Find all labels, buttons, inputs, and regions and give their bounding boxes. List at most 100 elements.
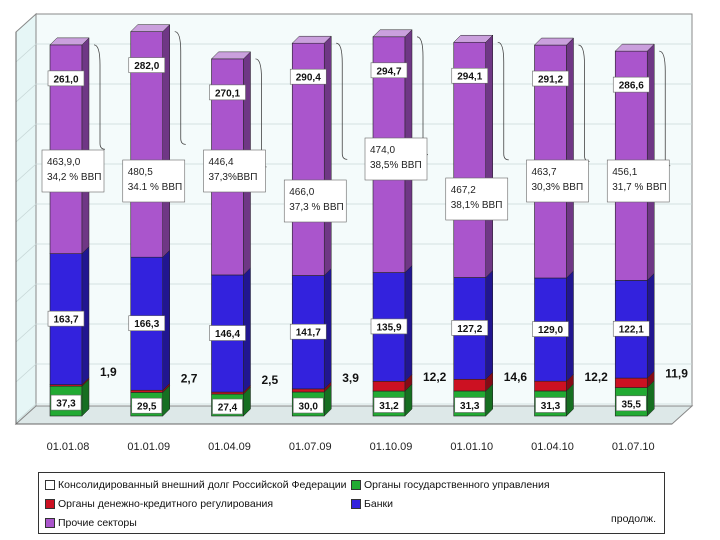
total-box-7 — [606, 159, 670, 203]
label-other-0: 261,0 — [53, 74, 78, 85]
x-tick-label-0: 01.01.08 — [47, 441, 90, 453]
label-banks-0-box — [47, 310, 85, 327]
label-government-6: 31,3 — [541, 401, 561, 412]
label-other-2-box — [209, 84, 246, 101]
bar-top-1 — [130, 24, 171, 32]
x-tick-label-5: 01.01.10 — [450, 441, 493, 453]
gridline-side — [15, 123, 37, 143]
stacked-bar-chart: 01.01.08 37,3 163,7 261,0 1,9 463,9,0 34,2 % В… — [14, 12, 694, 453]
plot-background — [14, 12, 694, 426]
label-banks-4-box — [370, 318, 408, 335]
brace-5 — [497, 41, 509, 161]
legend-label-total: Консолидированный внешний долг Российско… — [58, 479, 347, 491]
label-other-5-box — [451, 67, 489, 84]
bar-top-6 — [533, 37, 575, 46]
legend-label-other: Прочие секторы — [58, 517, 137, 529]
label-banks-5: 127,2 — [457, 324, 482, 335]
total-pct-6: 30,3% ВВП — [532, 182, 584, 193]
legend-swatch-total — [45, 480, 55, 491]
label-government-5-box — [454, 397, 486, 413]
x-tick-label-3: 01.07.09 — [289, 441, 332, 453]
label-other-3: 290,4 — [296, 73, 321, 84]
bar-1-4 — [372, 380, 406, 392]
bar-top-4 — [372, 29, 413, 38]
bar-top-3 — [291, 35, 332, 44]
gridline-side — [15, 203, 37, 223]
legend-item-other: Прочие секторы — [45, 517, 137, 529]
total-box-0 — [41, 149, 105, 193]
label-monetary-4: 12,2 — [423, 370, 447, 384]
gridline-side — [15, 363, 37, 383]
total-value-0: 463,9,0 — [47, 157, 81, 168]
total-value-2: 446,4 — [209, 157, 234, 168]
legend-swatch-monetary — [45, 499, 55, 510]
label-banks-2-box — [209, 325, 246, 341]
gridline-side — [15, 403, 37, 423]
label-other-1-box — [128, 57, 166, 73]
label-government-3-box — [292, 397, 324, 414]
label-banks-6-box — [532, 321, 569, 337]
label-other-3-box — [289, 68, 327, 85]
x-tick-label-1: 01.01.09 — [127, 441, 170, 453]
label-banks-3: 141,7 — [296, 328, 321, 339]
label-other-4: 294,7 — [376, 66, 401, 77]
legend-item-monetary: Органы денежно-кредитного регулирования — [45, 498, 273, 510]
legend-item-total: Консолидированный внешний долг Российско… — [45, 479, 347, 491]
label-other-0-box — [47, 70, 85, 87]
legend-swatch-government — [351, 480, 361, 491]
label-government-6-box — [535, 397, 566, 413]
label-other-7: 286,6 — [619, 81, 644, 92]
total-box-2 — [203, 149, 266, 193]
label-banks-1-box — [128, 315, 166, 332]
bar-1-1 — [130, 389, 164, 393]
label-other-2: 270,1 — [215, 88, 240, 99]
label-government-0: 37,3 — [56, 399, 76, 410]
floor — [14, 405, 694, 425]
legend: Консолидированный внешний долг Российско… — [38, 472, 665, 534]
bar-1-5 — [453, 378, 487, 392]
label-government-7: 35,5 — [622, 399, 642, 410]
total-value-6: 463,7 — [532, 167, 557, 178]
label-other-4-box — [370, 62, 408, 79]
legend-swatch-other — [45, 518, 55, 529]
label-other-1: 282,0 — [134, 61, 159, 72]
label-government-5: 31,3 — [460, 401, 480, 412]
brace-3 — [336, 42, 348, 160]
gridline-side — [15, 323, 37, 343]
label-banks-3-box — [289, 323, 327, 340]
label-monetary-1: 2,7 — [181, 371, 198, 385]
total-pct-5: 38,1% ВВП — [451, 200, 503, 211]
total-box-3 — [283, 179, 347, 223]
gridline-side — [15, 83, 37, 103]
legend-label-banks: Банки — [364, 498, 393, 510]
label-other-6-box — [532, 70, 569, 87]
label-banks-5-box — [451, 320, 489, 336]
total-value-7: 456,1 — [612, 167, 637, 178]
label-other-7-box — [612, 76, 650, 93]
bar-1-6 — [534, 380, 567, 392]
x-tick-label-6: 01.04.10 — [531, 441, 574, 453]
label-government-4: 31,2 — [379, 401, 399, 412]
gridline-side — [15, 243, 37, 263]
total-pct-2: 37,3%ВВП — [209, 172, 258, 183]
bar-1-3 — [291, 388, 325, 393]
continued-note: продолж. — [611, 513, 656, 525]
legend-label-monetary: Органы денежно-кредитного регулирования — [58, 498, 274, 510]
label-monetary-5: 14,6 — [504, 370, 528, 384]
total-pct-7: 31,7 % ВВП — [612, 182, 666, 193]
bar-top-7 — [614, 43, 655, 52]
label-government-3: 30,0 — [299, 402, 319, 413]
legend-label-government: Органы государственного управления — [364, 479, 550, 491]
gridline-side — [15, 43, 37, 63]
label-monetary-7: 11,9 — [665, 367, 688, 381]
label-monetary-6: 12,2 — [585, 370, 609, 384]
bar-top-2 — [210, 51, 252, 60]
total-pct-1: 34.1 % ВВП — [128, 182, 182, 193]
legend-item-government: Органы государственного управления — [351, 479, 550, 491]
label-government-4-box — [373, 397, 405, 413]
label-banks-2: 146,4 — [215, 329, 240, 340]
bar-1-7 — [614, 377, 648, 388]
label-banks-0: 163,7 — [53, 315, 78, 326]
label-monetary-0: 1,9 — [100, 365, 117, 379]
legend-swatch-banks — [351, 499, 361, 510]
